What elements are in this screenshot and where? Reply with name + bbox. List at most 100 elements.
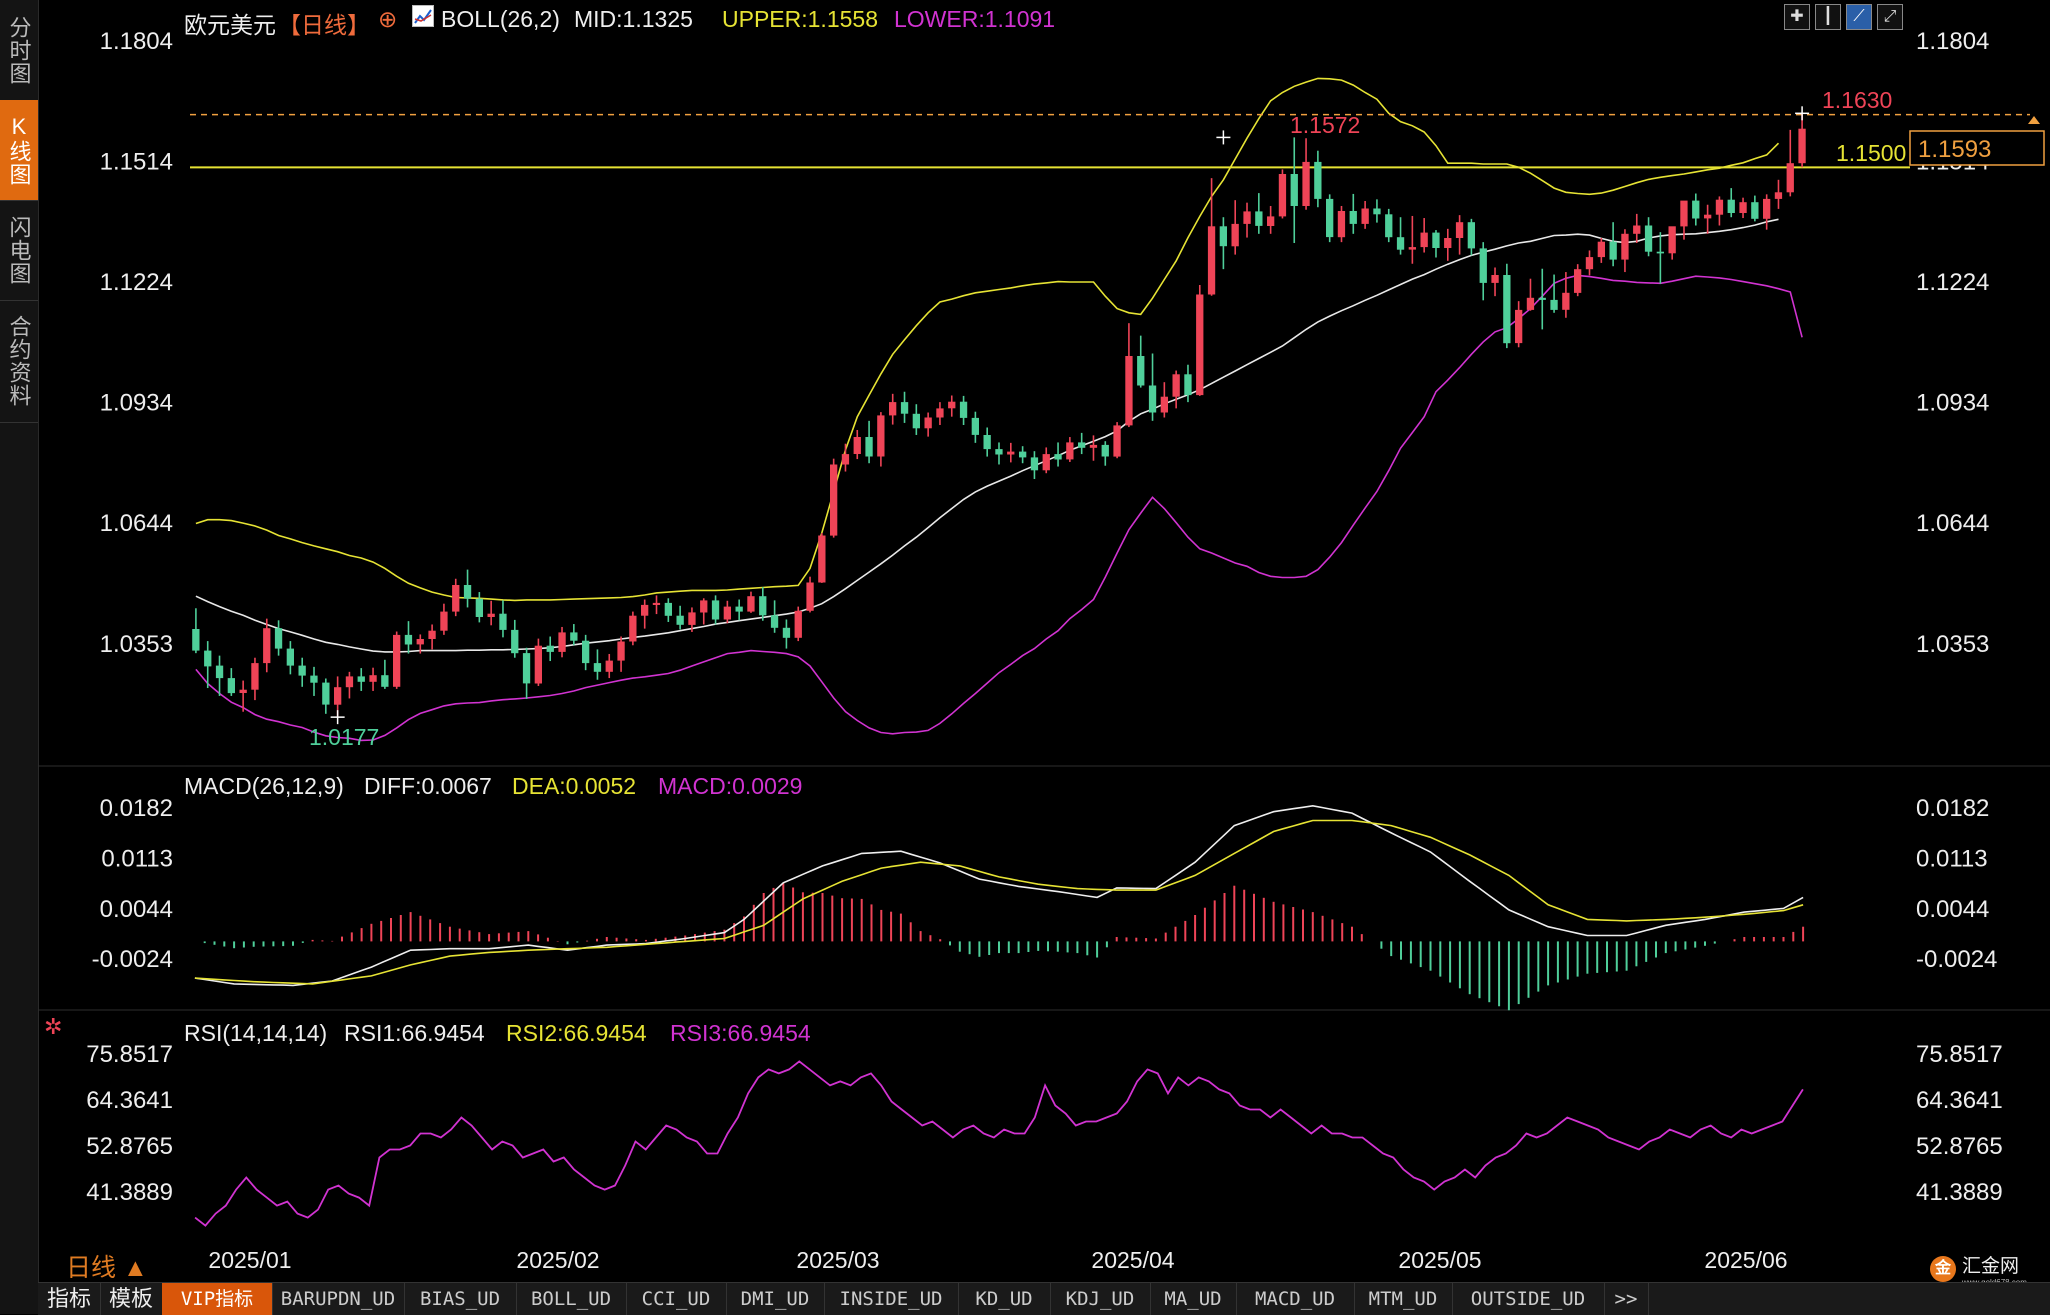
- candle-body: [1574, 269, 1582, 293]
- candle-body: [357, 676, 365, 682]
- candle-body: [463, 585, 472, 599]
- current-price-box: [1909, 130, 2045, 166]
- bottom-tab-0[interactable]: 指标: [38, 1283, 101, 1315]
- sidebar-tab-1[interactable]: K线图: [0, 100, 38, 201]
- macd-tick-right: 0.0113: [1916, 846, 1988, 873]
- boll-lower-line: [195, 274, 1803, 742]
- macd-tick-left: 0.0113: [101, 846, 173, 873]
- candle-body: [1455, 222, 1464, 238]
- macd-tick-right: -0.0024: [1916, 946, 1997, 973]
- sidebar-tab-label: 分时图: [6, 15, 32, 85]
- rsi-tick-left: 41.3889: [86, 1179, 173, 1206]
- candle-body: [1207, 226, 1216, 295]
- bottom-tab-2[interactable]: VIP指标: [162, 1283, 273, 1315]
- sidebar-tab-0[interactable]: 分时图: [0, 0, 38, 101]
- candle-body: [853, 437, 861, 454]
- candle-body: [676, 615, 684, 625]
- plus-circle-icon[interactable]: ⊕: [378, 6, 398, 32]
- up-arrow-icon: [2028, 116, 2040, 124]
- candle-body: [1609, 241, 1617, 260]
- bottom-tab-9[interactable]: KD_UD: [958, 1283, 1051, 1315]
- sidebar-tab-3[interactable]: 合约资料: [0, 300, 38, 423]
- line-style-icon[interactable]: ⟋: [1846, 4, 1872, 30]
- candle-body: [428, 630, 436, 639]
- bottom-tab-14[interactable]: OUTSIDE_UD: [1452, 1283, 1605, 1315]
- symbol-name: 欧元美元: [184, 12, 276, 38]
- bottom-tab-13[interactable]: MTM_UD: [1354, 1283, 1453, 1315]
- candle-body: [239, 689, 247, 693]
- bottom-tab-7[interactable]: DMI_UD: [726, 1283, 825, 1315]
- candle-body: [1125, 356, 1133, 426]
- candle-body: [664, 602, 672, 616]
- candle-body: [924, 417, 932, 429]
- price-tick-right: 1.0934: [1916, 390, 1989, 417]
- macd-tick-right: 0.0182: [1916, 795, 1989, 822]
- rsi-tick-left: 64.3641: [86, 1087, 173, 1114]
- low-price-label: 1.0177: [309, 724, 379, 750]
- candle-body: [475, 598, 483, 617]
- rsi-tick-right: 52.8765: [1916, 1133, 2003, 1160]
- bottom-tab-15[interactable]: >>: [1604, 1283, 1649, 1315]
- logo: 金 汇金网 www.gold678.com: [1930, 1256, 2027, 1287]
- bottom-tab-8[interactable]: INSIDE_UD: [824, 1283, 959, 1315]
- candle-body: [499, 613, 507, 630]
- expand-icon[interactable]: ⤢: [1877, 4, 1903, 30]
- sidebar-tab-2[interactable]: 闪电图: [0, 200, 38, 301]
- bottom-tab-6[interactable]: CCI_UD: [626, 1283, 727, 1315]
- candle-body: [983, 435, 991, 450]
- candle-body: [900, 402, 909, 414]
- candle-body: [735, 606, 743, 612]
- cursor-cross-icon[interactable]: ✚: [1784, 4, 1810, 30]
- candle-body: [511, 629, 519, 654]
- candle-body: [711, 600, 720, 620]
- sidebar-tab-label: K线图: [6, 114, 32, 186]
- bottom-tab-3[interactable]: BARUPDN_UD: [272, 1283, 405, 1315]
- candle-body: [1432, 232, 1440, 248]
- candle-body: [1160, 396, 1168, 413]
- candle-style-icon[interactable]: ┃: [1815, 4, 1841, 30]
- bottom-tab-10[interactable]: KDJ_UD: [1050, 1283, 1151, 1315]
- candle-body: [215, 665, 224, 679]
- candle-body: [605, 660, 613, 672]
- logo-name: 汇金网: [1962, 1256, 2020, 1277]
- bottom-tab-11[interactable]: MA_UD: [1150, 1283, 1237, 1315]
- boll-lower-value: LOWER:1.1091: [894, 6, 1056, 32]
- candle-body: [286, 648, 294, 666]
- candle-body: [298, 665, 306, 676]
- candle-body: [381, 675, 389, 687]
- price-tick-right: 1.1224: [1916, 269, 1989, 296]
- candle-body: [1042, 454, 1050, 471]
- candle-body: [1538, 297, 1546, 300]
- candle-body: [700, 600, 708, 613]
- candle-body: [629, 615, 637, 642]
- candle-body: [723, 606, 731, 620]
- candle-body: [274, 628, 283, 649]
- bottom-tab-1[interactable]: 模板: [100, 1283, 163, 1315]
- candle-body: [1644, 225, 1653, 252]
- high-price-label: 1.1630: [1822, 87, 1892, 113]
- boll-chart-icon[interactable]: [412, 5, 434, 27]
- candle-body: [1302, 161, 1310, 206]
- candle-body: [959, 401, 968, 418]
- candle-body: [593, 663, 602, 672]
- candle-body: [1326, 198, 1334, 238]
- candle-body: [1361, 208, 1369, 224]
- candle-body: [1113, 425, 1121, 457]
- x-axis-label: 2025/03: [796, 1247, 879, 1273]
- rsi-tick-left: 75.8517: [86, 1041, 173, 1068]
- candle-body: [948, 401, 956, 409]
- candle-body: [1798, 128, 1806, 164]
- bottom-tab-4[interactable]: BIAS_UD: [404, 1283, 517, 1315]
- bottom-tab-5[interactable]: BOLL_UD: [516, 1283, 627, 1315]
- candle-body: [830, 464, 838, 536]
- candle-body: [1467, 222, 1475, 249]
- candle-body: [522, 653, 531, 684]
- candle-body: [534, 645, 542, 684]
- period-button[interactable]: 日线 ▲: [66, 1254, 148, 1282]
- hline-price-label: 1.1500: [1836, 140, 1906, 166]
- candle-body: [1278, 174, 1287, 217]
- bottom-tab-12[interactable]: MACD_UD: [1236, 1283, 1355, 1315]
- candle-body: [1337, 211, 1346, 238]
- gear-red-icon[interactable]: ✲: [44, 1014, 63, 1039]
